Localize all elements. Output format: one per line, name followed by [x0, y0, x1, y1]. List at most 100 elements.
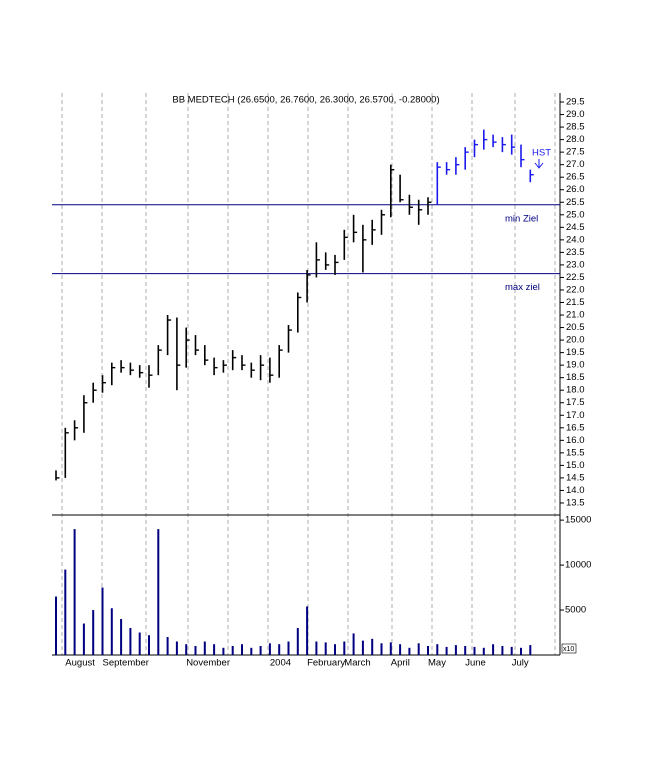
volume-bar — [92, 610, 95, 655]
x-tick-label: 2004 — [270, 658, 291, 669]
volume-bar — [315, 641, 318, 655]
y-tick-label: 19.0 — [566, 360, 585, 371]
volume-bar — [454, 645, 457, 655]
volume-bar — [334, 644, 336, 655]
target-label: min Ziel — [505, 213, 538, 224]
y-tick-label: 13.5 — [566, 497, 585, 508]
volume-bar — [306, 606, 309, 655]
volume-tick-label: 10000 — [565, 560, 591, 571]
volume-tick-label: 5000 — [565, 605, 586, 616]
volume-bar — [203, 641, 206, 655]
y-tick-label: 20.5 — [566, 322, 585, 333]
x-tick-label: September — [103, 658, 149, 669]
y-tick-label: 28.0 — [566, 134, 585, 145]
volume-bar — [82, 623, 85, 655]
y-tick-label: 29.0 — [566, 109, 585, 120]
y-tick-label: 23.0 — [566, 259, 585, 270]
volume-bar — [399, 644, 402, 655]
volume-unit: x10 — [563, 646, 574, 653]
y-tick-label: 20.0 — [566, 335, 585, 346]
volume-bar — [520, 647, 522, 655]
y-tick-label: 19.5 — [566, 347, 585, 358]
x-tick-label: May — [428, 658, 446, 669]
volume-bar — [241, 644, 243, 655]
x-tick-label: April — [391, 658, 410, 669]
y-tick-label: 21.0 — [566, 310, 585, 321]
x-tick-label: March — [344, 658, 370, 669]
y-tick-label: 25.5 — [566, 197, 585, 208]
volume-bar — [148, 635, 150, 655]
y-tick-label: 25.0 — [566, 209, 585, 220]
y-tick-label: 21.5 — [566, 297, 585, 308]
volume-bar — [427, 646, 429, 655]
month-grid — [61, 93, 556, 655]
volume-bar — [129, 628, 132, 655]
volume-bar — [138, 632, 141, 655]
volume-bar — [259, 646, 262, 655]
volume-bar — [166, 637, 169, 655]
volume-bar — [175, 641, 178, 655]
volume-bar — [473, 646, 476, 655]
volume-bar — [157, 529, 160, 655]
volume-bar — [482, 647, 485, 655]
volume-bar — [529, 645, 532, 655]
y-tick-label: 22.0 — [566, 284, 585, 295]
y-tick-label: 28.5 — [566, 122, 585, 133]
annotation-arrow — [534, 159, 544, 169]
y-tick-label: 27.5 — [566, 147, 585, 158]
unit-box — [561, 643, 577, 654]
volume-bar — [436, 644, 439, 655]
annotation: HST — [532, 148, 551, 159]
volume-bar — [324, 642, 327, 655]
volume-bar — [278, 644, 281, 655]
volume-bar — [250, 647, 253, 655]
volume-bar — [343, 641, 346, 655]
y-tick-label: 18.5 — [566, 372, 585, 383]
y-tick-label: 29.5 — [566, 97, 585, 108]
target-label: max ziel — [505, 282, 540, 293]
y-tick-label: 27.0 — [566, 159, 585, 170]
x-tick-label: February — [307, 658, 345, 669]
volume-bar — [287, 641, 290, 655]
volume-bar — [222, 647, 225, 655]
volume-bar — [371, 638, 374, 655]
y-tick-label: 15.0 — [566, 460, 585, 471]
volume-bar — [501, 646, 504, 655]
x-tick-label: August — [65, 658, 95, 669]
volume-bar — [510, 646, 513, 655]
y-tick-label: 24.0 — [566, 234, 585, 245]
y-tick-label: 22.5 — [566, 272, 585, 283]
volume-bar — [185, 644, 188, 655]
volume-tick-label: 15000 — [565, 515, 591, 526]
volume-bar — [194, 646, 197, 655]
volume-bar — [361, 640, 364, 655]
volume-bar — [296, 628, 299, 655]
volume-bar — [64, 569, 67, 655]
chart-title: BB MEDTECH (26.6500, 26.7600, 26.3000, 2… — [172, 95, 439, 106]
y-tick-label: 26.5 — [566, 172, 585, 183]
y-tick-label: 17.5 — [566, 397, 585, 408]
volume-bar — [213, 644, 216, 655]
y-tick-label: 16.5 — [566, 422, 585, 433]
y-tick-label: 23.5 — [566, 247, 585, 258]
volume-bar — [101, 587, 104, 655]
volume-bar — [352, 633, 355, 655]
y-tick-label: 15.5 — [566, 447, 585, 458]
y-tick-label: 18.0 — [566, 385, 585, 396]
volume-bar — [268, 643, 271, 655]
volume-bar — [120, 619, 123, 655]
y-tick-label: 17.0 — [566, 410, 585, 421]
y-tick-label: 16.0 — [566, 435, 585, 446]
y-tick-label: 14.5 — [566, 472, 585, 483]
x-tick-label: November — [186, 658, 230, 669]
x-tick-label: July — [512, 658, 529, 669]
volume-bar — [408, 647, 411, 655]
y-tick-label: 26.0 — [566, 184, 585, 195]
volume-bar — [492, 644, 495, 655]
y-tick-label: 14.0 — [566, 485, 585, 496]
volume-bar — [417, 643, 420, 655]
volume-bar — [231, 646, 234, 655]
volume-bar — [380, 643, 383, 655]
volume-bar — [73, 529, 76, 655]
